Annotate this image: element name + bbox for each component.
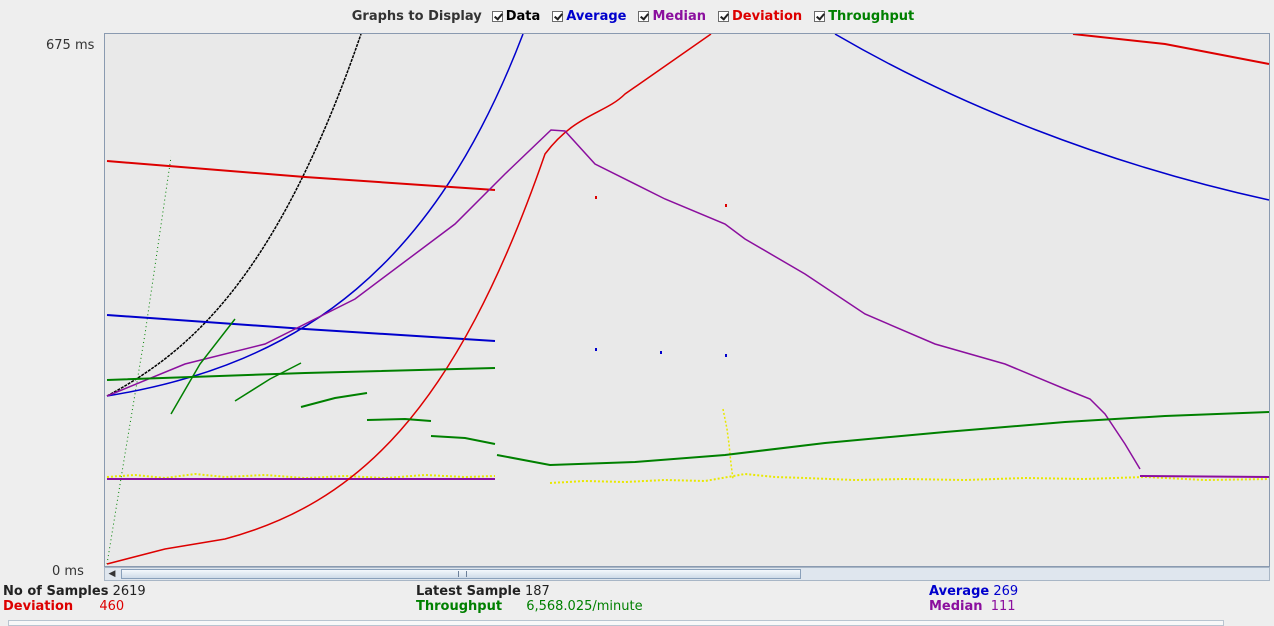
graphs-to-display-label: Graphs to Display	[351, 8, 482, 24]
toggle-average[interactable]: Average	[552, 9, 626, 24]
deviation-stat-label: Deviation	[3, 599, 74, 614]
throughput-segment-2	[234, 362, 302, 402]
y-axis-max-label: 675 ms	[46, 38, 95, 53]
throughput-stat: Throughput 6,568.025/minute	[416, 599, 643, 614]
throughput-checkbox[interactable]	[814, 10, 826, 22]
samples-value: 2619	[112, 584, 146, 599]
samples-band-right	[549, 472, 1270, 484]
stray-dot-1	[595, 348, 597, 351]
median-stat-value: 111	[990, 599, 1016, 614]
graphs-to-display-bar: Graphs to Display Data Average Median De…	[0, 0, 1274, 32]
graph-canvas	[106, 34, 1270, 565]
median-stat: Median 111	[929, 599, 1016, 614]
median-stat-label: Median	[929, 599, 983, 614]
deviation-label: Deviation	[732, 8, 803, 24]
median-curve	[106, 129, 1141, 470]
average-label: Average	[566, 8, 627, 24]
median-flat-line-right	[1139, 475, 1270, 478]
throughput-segment-4	[366, 417, 432, 422]
y-axis-min-label: 0 ms	[52, 564, 84, 579]
deviation-rising-curve	[106, 34, 712, 565]
deviation-flat-line	[106, 160, 496, 191]
average-decay-curve	[834, 34, 1270, 201]
deviation-stat-value: 460	[99, 599, 125, 614]
stray-dot-3	[725, 354, 727, 357]
stray-dot-4	[595, 196, 597, 199]
latest-sample-value: 187	[524, 584, 550, 599]
throughput-dotted-line	[106, 156, 172, 565]
samples-spike	[722, 408, 734, 480]
scrollbar-thumb[interactable]	[121, 569, 801, 579]
samples-stat: No of Samples 2619	[3, 584, 146, 599]
data-checkbox[interactable]	[491, 10, 503, 22]
throughput-flat-line	[106, 367, 496, 381]
median-checkbox[interactable]	[638, 10, 650, 22]
stray-dot-5	[725, 204, 727, 207]
average-checkbox[interactable]	[552, 10, 564, 22]
toggle-deviation[interactable]: Deviation	[718, 9, 802, 24]
throughput-long-curve	[496, 411, 1270, 467]
latest-sample-stat: Latest Sample 187	[416, 584, 550, 599]
scroll-left-arrow-icon[interactable]: ◀	[108, 569, 116, 579]
panel-bottom-scrollbar[interactable]	[8, 620, 1224, 626]
toggle-data[interactable]: Data	[491, 8, 541, 24]
deviation-stat: Deviation 460	[3, 599, 124, 614]
toggle-median[interactable]: Median	[638, 9, 706, 24]
graph-horizontal-scrollbar[interactable]: ◀	[104, 567, 1270, 581]
latest-sample-label: Latest Sample	[416, 584, 521, 599]
median-label: Median	[652, 8, 707, 24]
samples-band-left	[106, 472, 496, 480]
throughput-segment-3	[300, 392, 368, 408]
data-series-curve	[106, 34, 362, 397]
average-rising-curve	[106, 34, 524, 397]
toggle-throughput[interactable]: Throughput	[814, 9, 914, 24]
deviation-checkbox[interactable]	[718, 10, 730, 22]
average-stat-label: Average	[929, 584, 990, 599]
average-stat: Average 269	[929, 584, 1018, 599]
stray-dot-2	[660, 351, 662, 354]
scrollbar-grip-icon	[458, 571, 467, 577]
average-stat-value: 269	[993, 584, 1019, 599]
data-label: Data	[505, 8, 541, 24]
deviation-top-line	[1072, 34, 1270, 65]
throughput-stat-label: Throughput	[416, 599, 503, 614]
graph-plot-area	[104, 33, 1270, 567]
samples-label: No of Samples	[3, 584, 109, 599]
throughput-stat-value: 6,568.025/minute	[526, 599, 643, 614]
average-flat-line	[106, 314, 496, 342]
throughput-label: Throughput	[828, 8, 915, 24]
throughput-segment-5	[430, 435, 496, 445]
throughput-segment-1	[170, 318, 236, 415]
